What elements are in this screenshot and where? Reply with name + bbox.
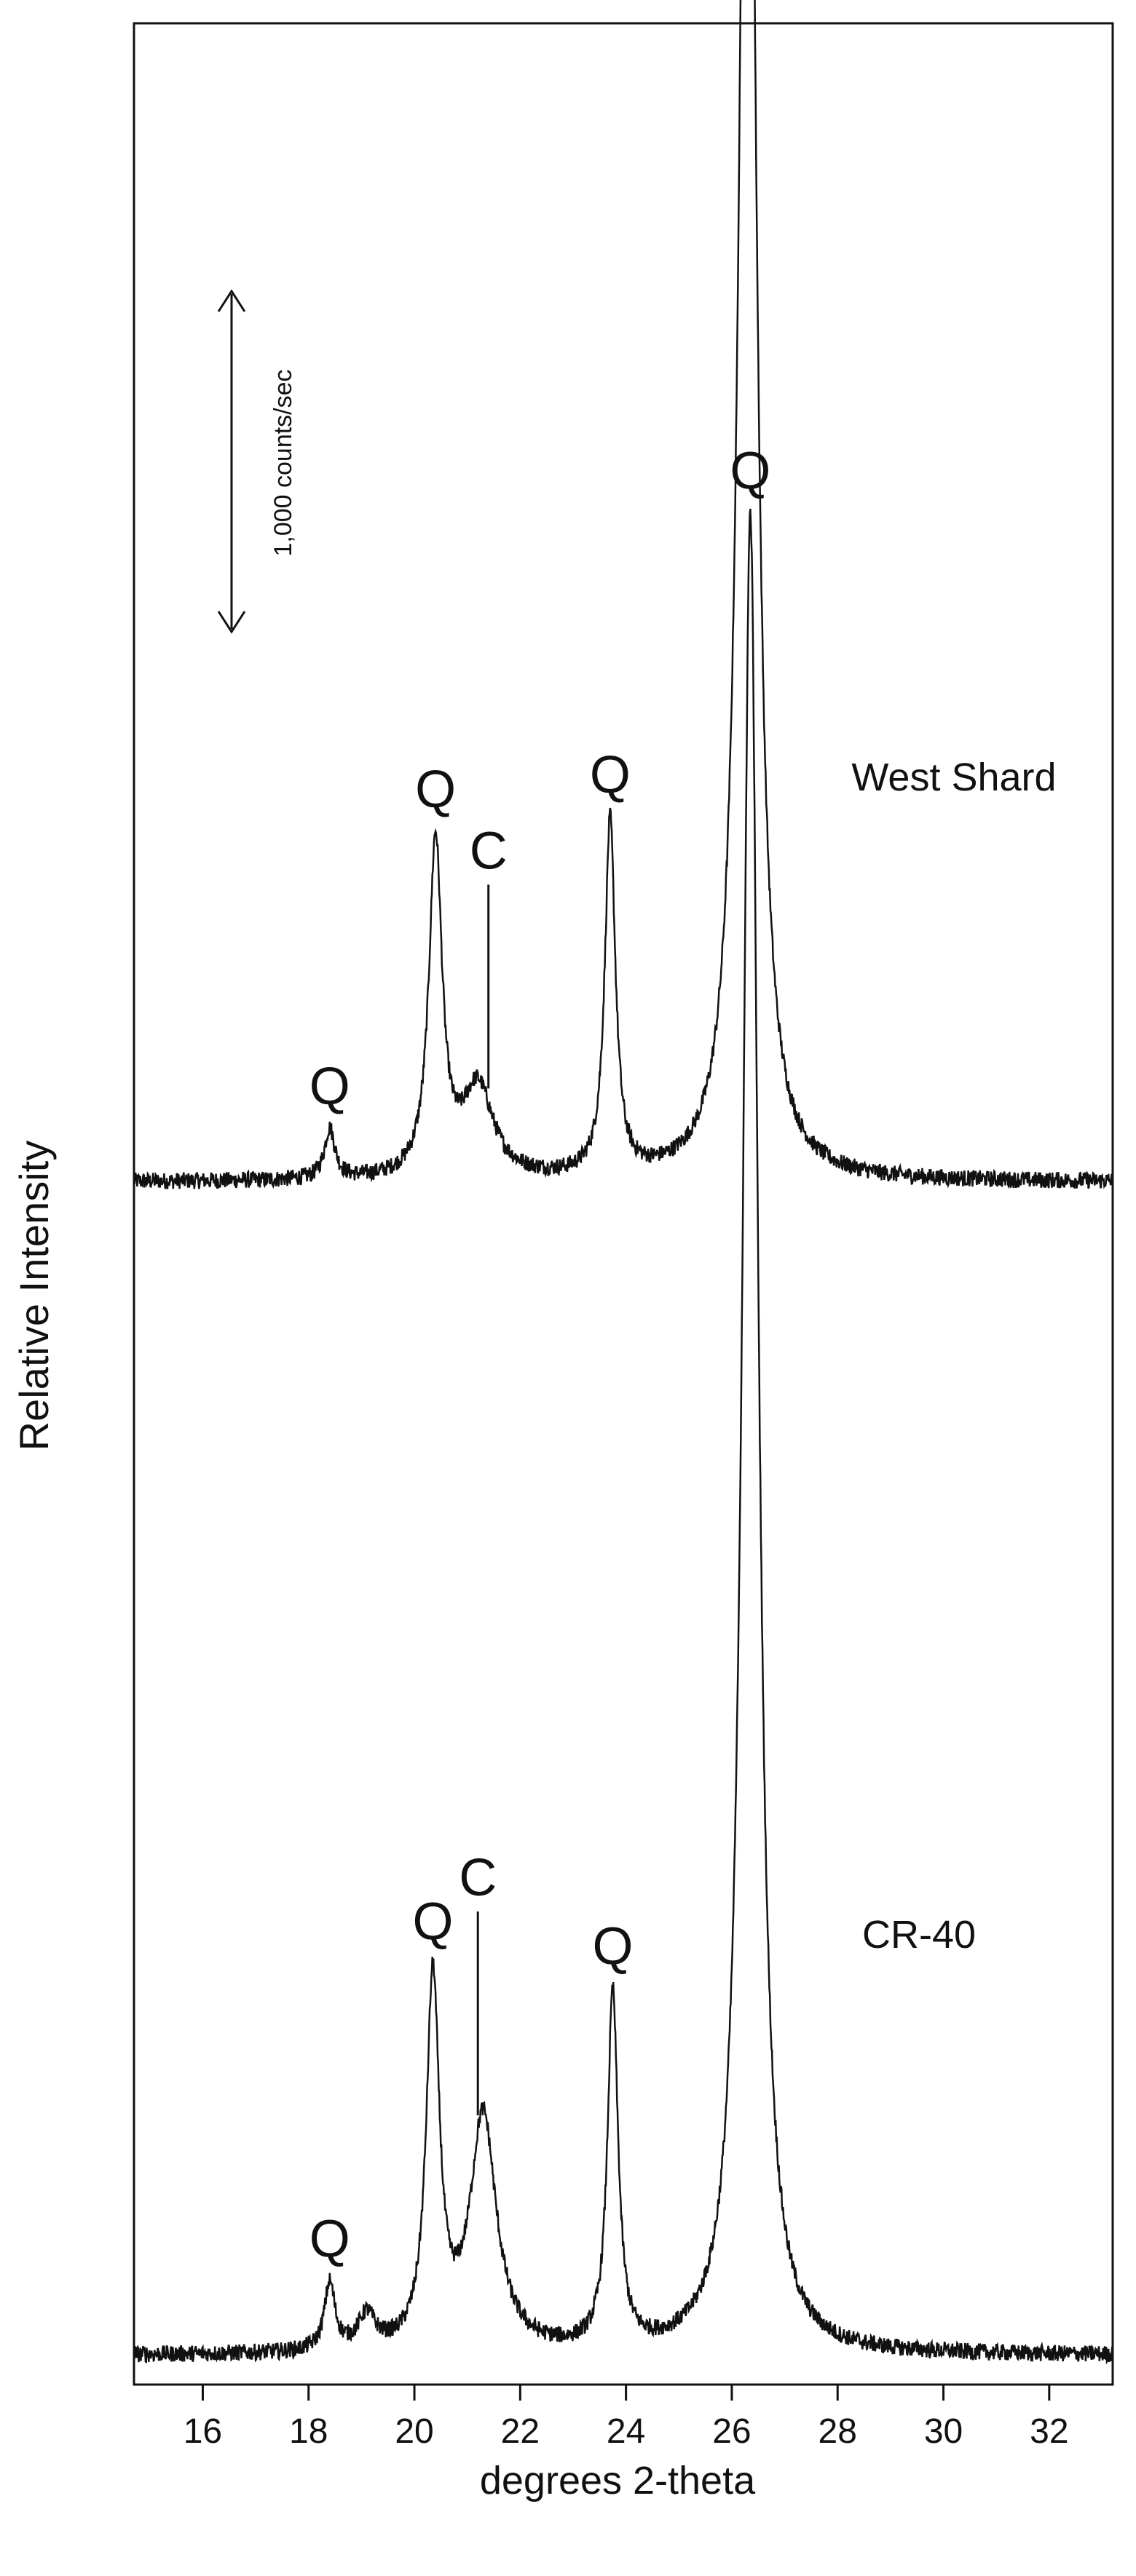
peak-label-c: C <box>459 1849 497 1907</box>
scale-bar-label: 1,000 counts/sec <box>269 369 297 556</box>
x-tick-label: 16 <box>184 2412 222 2451</box>
series-line-cr-40 <box>133 508 1114 2365</box>
x-tick-label: 26 <box>712 2412 751 2451</box>
peak-annotations: QQCQQQQCQQ <box>309 442 771 2269</box>
x-axis-label: degrees 2-theta <box>480 2459 756 2502</box>
x-tick-label: 18 <box>289 2412 328 2451</box>
series-label-cr-40: CR-40 <box>862 1913 976 1957</box>
traces <box>133 0 1114 2365</box>
peak-label-q: Q <box>590 746 631 804</box>
y-axis-label: Relative Intensity <box>11 1141 57 1451</box>
peak-label-q: Q <box>309 2211 350 2269</box>
peak-label-q: Q <box>412 1893 453 1951</box>
x-tick-label: 30 <box>924 2412 963 2451</box>
x-tick-label: 20 <box>395 2412 433 2451</box>
x-tick-label: 32 <box>1030 2412 1068 2451</box>
peak-label-q: Q <box>309 1058 350 1116</box>
scale-bar <box>217 289 246 634</box>
peak-label-q: Q <box>415 761 456 819</box>
peak-label-c: C <box>470 822 508 880</box>
peak-label-q: Q <box>592 1917 633 1975</box>
series-line-west-shard <box>133 0 1114 1189</box>
scale-bar-arrow-top <box>217 289 246 312</box>
scale-bar-arrow-bottom <box>217 611 246 634</box>
plot-frame <box>133 22 1114 2386</box>
x-tick-label: 22 <box>501 2412 540 2451</box>
peak-label-q: Q <box>730 442 770 500</box>
x-tick-label: 24 <box>607 2412 645 2451</box>
x-axis-ticks: 16 18 20 22 24 26 28 30 32 <box>184 2385 1069 2451</box>
series-label-west-shard: West Shard <box>851 756 1056 799</box>
x-tick-label: 28 <box>819 2412 857 2451</box>
